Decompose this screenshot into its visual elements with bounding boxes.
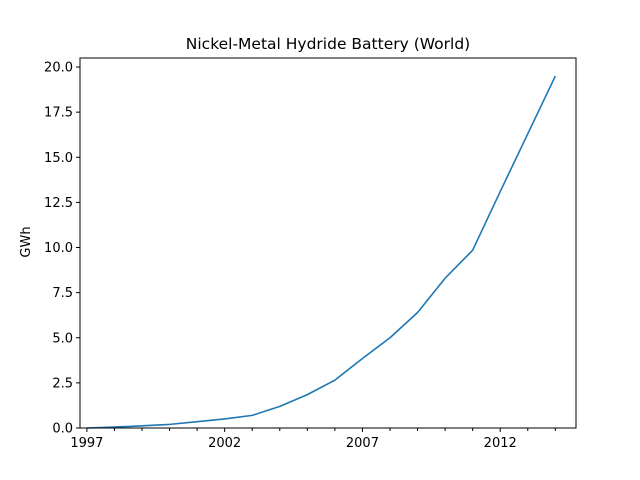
y-tick-label: 17.5 bbox=[44, 106, 73, 121]
y-tick-label: 2.5 bbox=[52, 376, 73, 391]
x-tick-label: 2012 bbox=[484, 436, 517, 451]
y-tick-label: 0.0 bbox=[52, 422, 73, 437]
y-tick-label: 10.0 bbox=[44, 241, 73, 256]
y-tick-label: 12.5 bbox=[44, 196, 73, 211]
y-tick-label: 7.5 bbox=[52, 286, 73, 301]
series-line-0 bbox=[86, 75, 557, 429]
plot-frame bbox=[79, 57, 577, 429]
x-tick-label: 1997 bbox=[70, 436, 103, 451]
y-tick-label: 5.0 bbox=[52, 331, 73, 346]
y-tick-label: 15.0 bbox=[44, 151, 73, 166]
y-axis-title: GWh bbox=[19, 226, 34, 257]
plot-area: 0.0 2.5 5.0 7.5 10.0 12.5 15.0 17.5 20.0 1997 2002… bbox=[44, 61, 557, 451]
x-tick-label: 2002 bbox=[208, 436, 241, 451]
x-tick-label: 2007 bbox=[346, 436, 379, 451]
chart-title: Nickel-Metal Hydride Battery (World) bbox=[186, 35, 470, 53]
y-tick-label: 20.0 bbox=[44, 61, 73, 76]
